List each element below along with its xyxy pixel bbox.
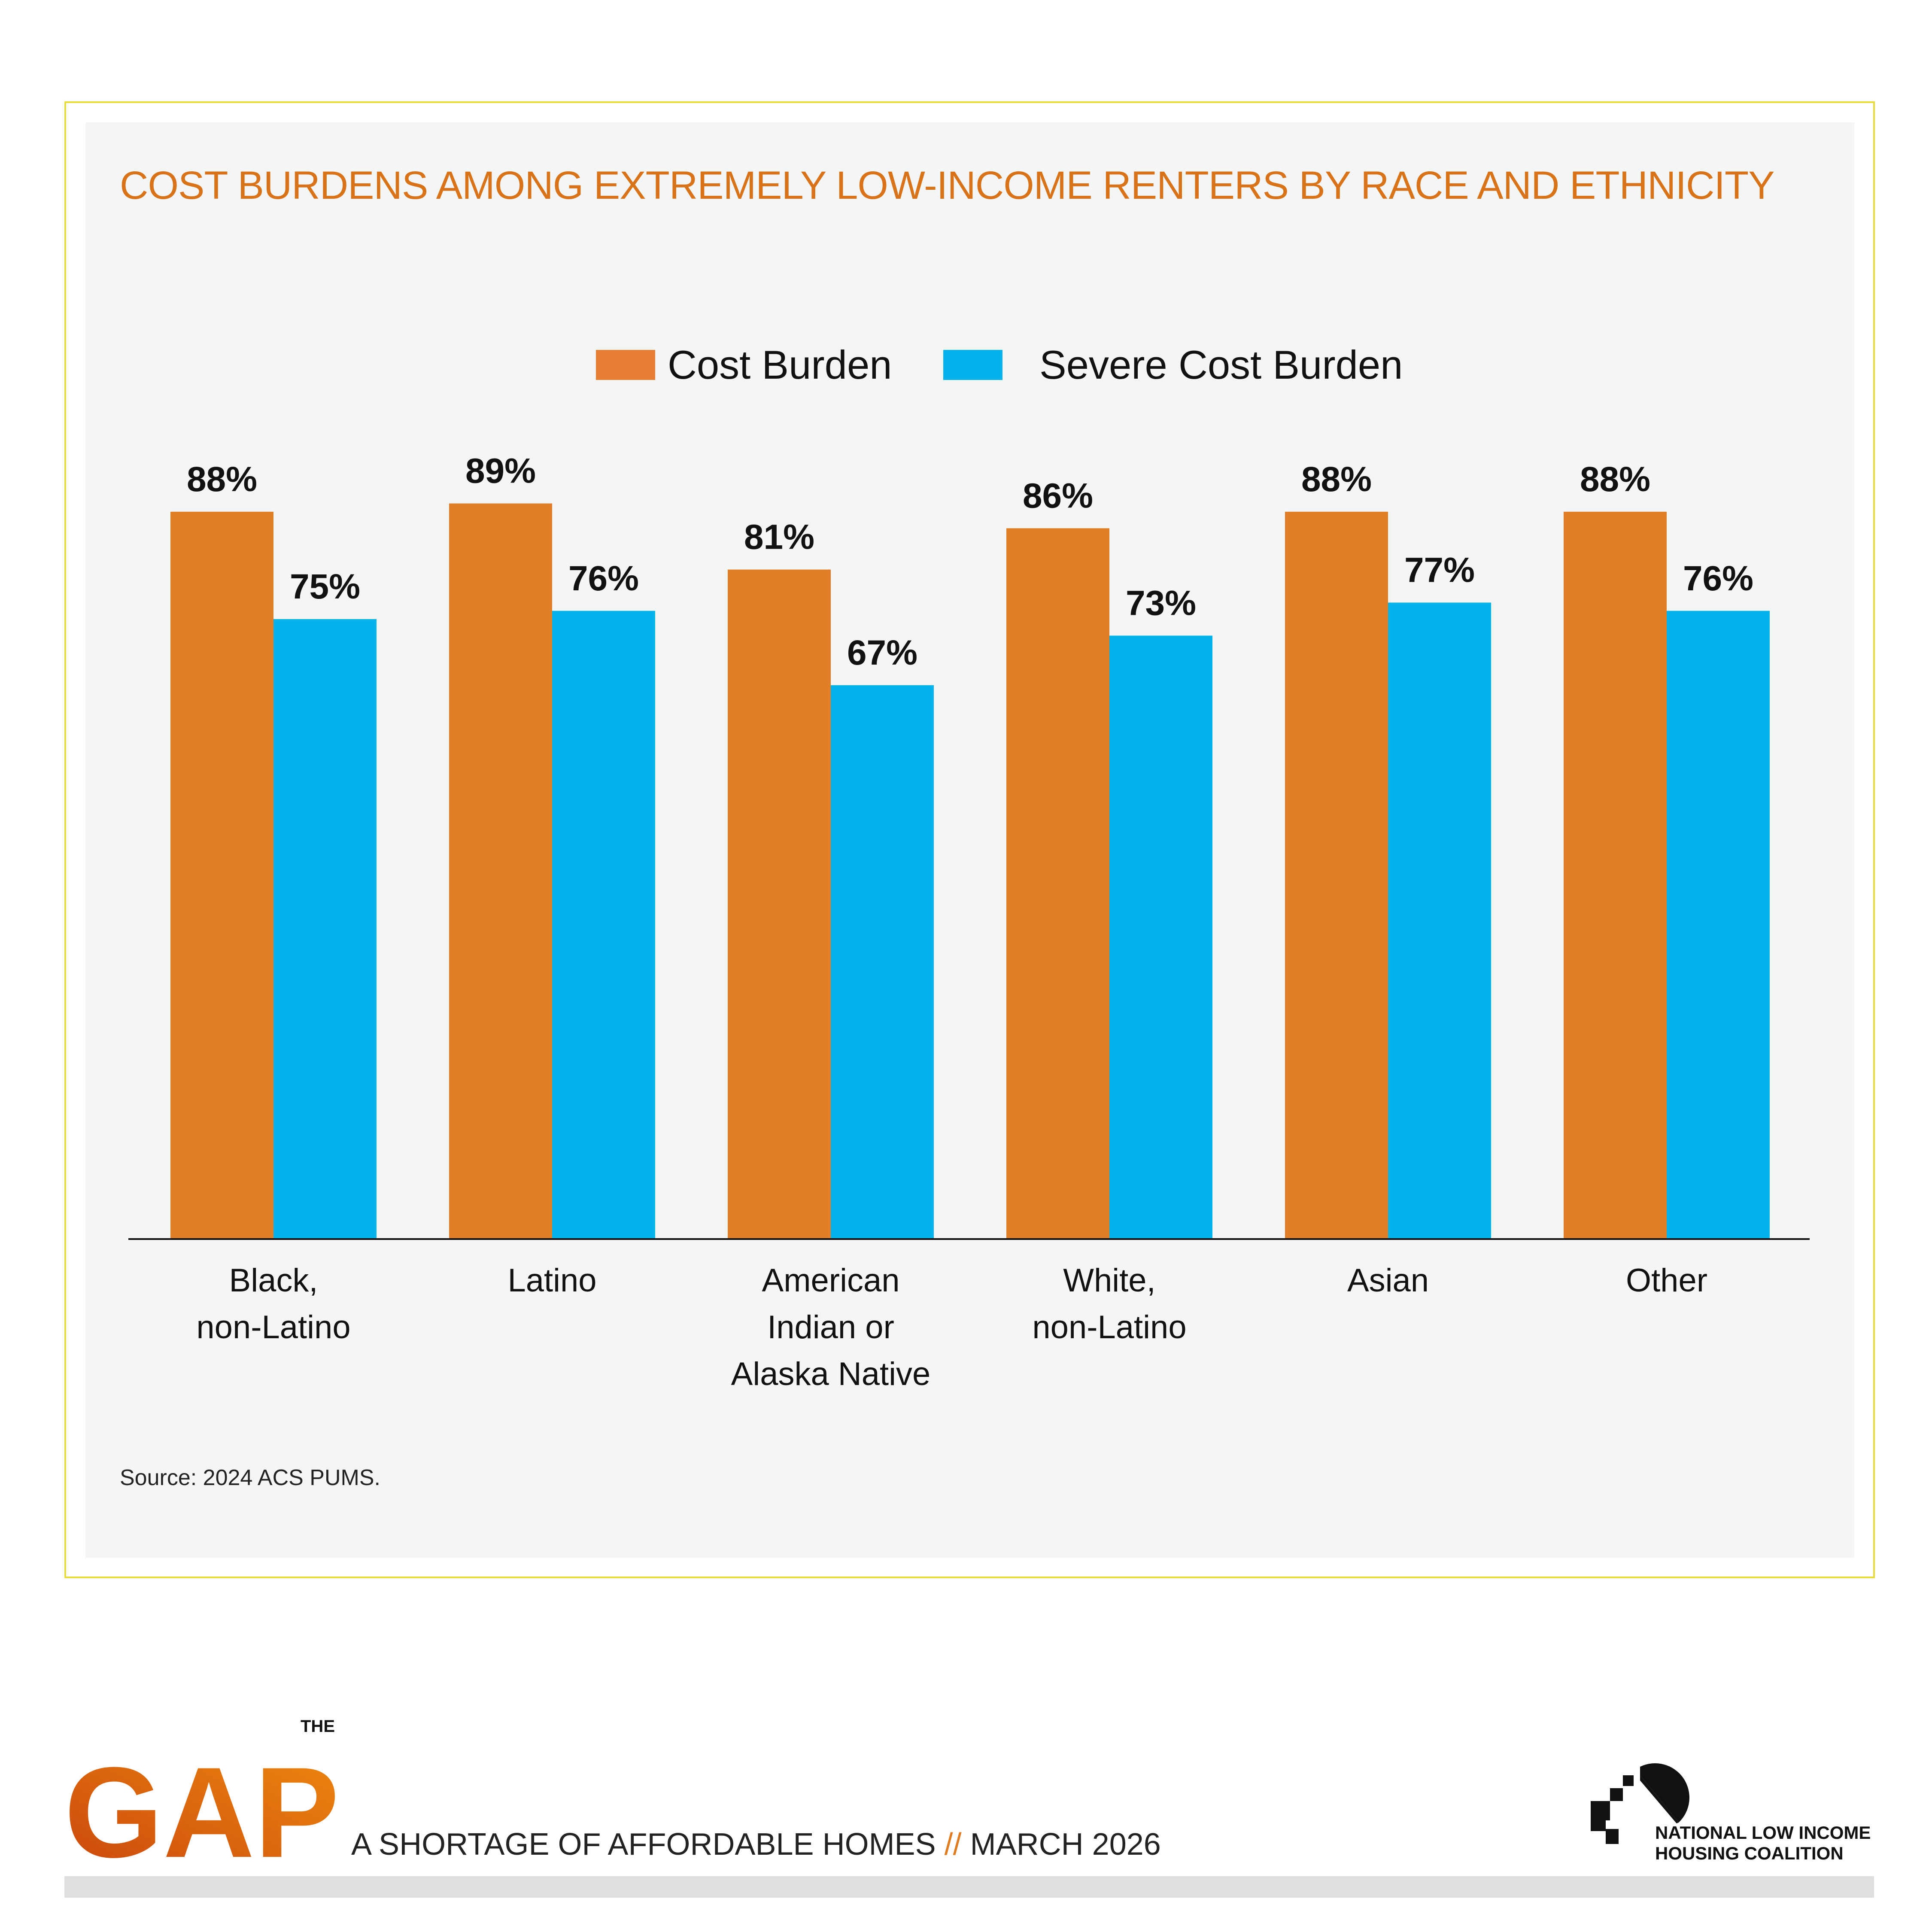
bar <box>1285 511 1388 1239</box>
nlihc-line1: NATIONAL LOW INCOME <box>1655 1823 1871 1843</box>
bar <box>831 685 934 1239</box>
legend-label-cost-burden: Cost Burden <box>668 342 892 387</box>
legend-swatch-severe-cost-burden <box>943 350 1002 380</box>
category-label: non-Latino <box>1032 1309 1186 1346</box>
source-note: Source: 2024 ACS PUMS. <box>120 1465 380 1490</box>
category-label: Asian <box>1347 1262 1429 1299</box>
nlihc-house-icon <box>1591 1763 1689 1844</box>
data-label: 75% <box>290 567 360 606</box>
category-label: Other <box>1626 1262 1707 1299</box>
data-label: 88% <box>1301 460 1372 499</box>
bar <box>552 611 655 1239</box>
category-label: non-Latino <box>196 1309 350 1346</box>
data-label: 77% <box>1404 551 1475 590</box>
legend-label-severe-cost-burden: Severe Cost Burden <box>1039 342 1403 387</box>
category-label: Indian or <box>767 1309 894 1346</box>
bar <box>449 503 552 1239</box>
tagline-date: MARCH 2026 <box>970 1827 1161 1862</box>
legend-swatch-cost-burden <box>596 350 655 380</box>
data-label: 89% <box>465 452 536 491</box>
nlihc-line2: HOUSING COALITION <box>1655 1843 1844 1863</box>
data-label: 76% <box>568 559 639 598</box>
category-label: American <box>762 1262 900 1299</box>
bar <box>1564 511 1667 1239</box>
tagline-title: A SHORTAGE OF AFFORDABLE HOMES <box>351 1827 936 1862</box>
category-label: Latino <box>507 1262 596 1299</box>
footer-bar <box>64 1876 1874 1898</box>
bar <box>1006 528 1109 1239</box>
bar <box>1667 611 1770 1239</box>
data-label: 81% <box>744 518 814 557</box>
bar <box>728 569 831 1239</box>
bar-chart: 88% 75% Black, non-Latino 89% 76% Latino 81% 67%… <box>128 452 1810 1392</box>
data-label: 67% <box>847 633 917 672</box>
data-label: 88% <box>187 460 257 499</box>
data-label: 88% <box>1580 460 1650 499</box>
bar <box>1388 602 1491 1239</box>
chart-frame <box>64 101 1875 1578</box>
data-label: 73% <box>1126 583 1196 623</box>
category-label: Alaska Native <box>731 1356 931 1392</box>
bar <box>1109 635 1212 1239</box>
category-label: White, <box>1063 1262 1155 1299</box>
bar <box>170 511 273 1239</box>
category-label: Black, <box>229 1262 318 1299</box>
bar <box>273 619 377 1239</box>
tagline-separator: // <box>944 1827 962 1862</box>
tagline: A SHORTAGE OF AFFORDABLE HOMES // MARCH … <box>351 1827 1161 1862</box>
logo-gap: GAP <box>64 1740 339 1868</box>
chart-title: COST BURDENS AMONG EXTREMELY LOW-INCOME … <box>120 164 1775 207</box>
data-label: 76% <box>1683 559 1753 598</box>
the-gap-logo: GAP <box>64 1740 339 1868</box>
nlihc-name: NATIONAL LOW INCOME HOUSING COALITION <box>1655 1823 1871 1864</box>
logo-the: THE <box>301 1717 335 1736</box>
data-label: 86% <box>1023 476 1093 515</box>
